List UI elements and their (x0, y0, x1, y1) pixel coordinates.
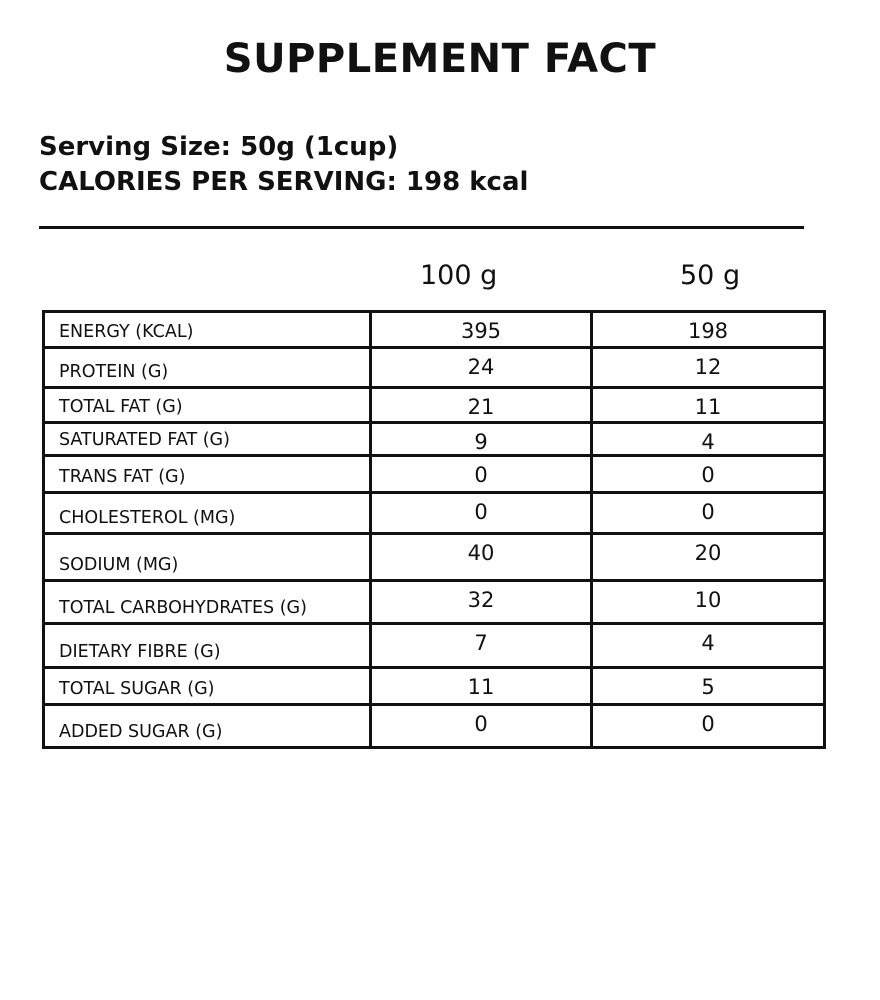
value-50g: 4 (590, 421, 826, 457)
divider (39, 226, 804, 229)
nutrition-table: ENERGY (KCAL) 395 198 PROTEIN (G) 24 12 TOTAL … (42, 310, 826, 749)
column-header-50g: 50 g (680, 260, 741, 291)
value-50g: 0 (590, 703, 826, 749)
value-50g: 0 (590, 454, 826, 494)
nutrient-label: DIETARY FIBRE (G) (42, 622, 372, 669)
nutrient-label: PROTEIN (G) (42, 346, 372, 389)
table-row: TOTAL SUGAR (G) 11 5 (42, 666, 826, 706)
page-title: SUPPLEMENT FACT (223, 36, 657, 82)
table-row: DIETARY FIBRE (G) 7 4 (42, 622, 826, 669)
calories-per-serving: CALORIES PER SERVING: 198 kcal (39, 167, 529, 197)
serving-info: Serving Size: 50g (1cup) CALORIES PER SE… (39, 130, 528, 200)
table-row: CHOLESTEROL (MG) 0 0 (42, 491, 826, 535)
value-100g: 11 (369, 666, 593, 706)
value-50g: 5 (590, 666, 826, 706)
table-row: TOTAL FAT (G) 21 11 (42, 386, 826, 424)
value-50g: 12 (590, 346, 826, 389)
nutrient-label: TRANS FAT (G) (42, 454, 372, 494)
nutrient-label: TOTAL FAT (G) (42, 386, 372, 424)
nutrient-label: ADDED SUGAR (G) (42, 703, 372, 749)
table-row: SATURATED FAT (G) 9 4 (42, 421, 826, 457)
value-100g: 0 (369, 454, 593, 494)
value-50g: 10 (590, 579, 826, 625)
nutrient-label: TOTAL SUGAR (G) (42, 666, 372, 706)
nutrient-label: SODIUM (MG) (42, 532, 372, 582)
column-header-100g: 100 g (420, 260, 498, 291)
value-100g: 24 (369, 346, 593, 389)
table-row: ADDED SUGAR (G) 0 0 (42, 703, 826, 749)
nutrient-label: ENERGY (KCAL) (42, 310, 372, 349)
value-50g: 20 (590, 532, 826, 582)
value-50g: 198 (590, 310, 826, 349)
value-100g: 0 (369, 491, 593, 535)
value-100g: 40 (369, 532, 593, 582)
table-row: ENERGY (KCAL) 395 198 (42, 310, 826, 349)
serving-size: Serving Size: 50g (1cup) (39, 132, 399, 162)
value-50g: 0 (590, 491, 826, 535)
nutrient-label: TOTAL CARBOHYDRATES (G) (42, 579, 372, 625)
value-50g: 4 (590, 622, 826, 669)
value-100g: 32 (369, 579, 593, 625)
table-row: PROTEIN (G) 24 12 (42, 346, 826, 389)
value-100g: 7 (369, 622, 593, 669)
table-row: SODIUM (MG) 40 20 (42, 532, 826, 582)
table-row: TRANS FAT (G) 0 0 (42, 454, 826, 494)
value-100g: 9 (369, 421, 593, 457)
value-100g: 395 (369, 310, 593, 349)
value-50g: 11 (590, 386, 826, 424)
value-100g: 0 (369, 703, 593, 749)
value-100g: 21 (369, 386, 593, 424)
nutrient-label: SATURATED FAT (G) (42, 421, 372, 457)
nutrient-label: CHOLESTEROL (MG) (42, 491, 372, 535)
table-row: TOTAL CARBOHYDRATES (G) 32 10 (42, 579, 826, 625)
